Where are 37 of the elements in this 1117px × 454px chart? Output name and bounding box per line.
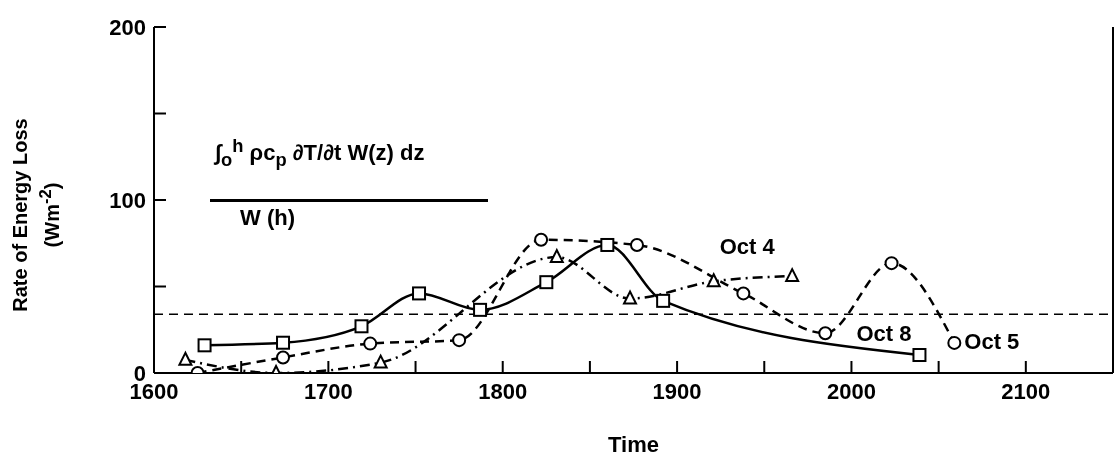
- point: [947, 335, 962, 350]
- point: [549, 249, 564, 264]
- point: [623, 290, 638, 305]
- x-tick-label: 1900: [652, 378, 702, 404]
- point: [473, 302, 488, 317]
- x-tick-label: 2100: [1001, 378, 1051, 404]
- point: [373, 354, 388, 369]
- point: [600, 237, 615, 252]
- point: [276, 335, 291, 350]
- y-tick-label: 200: [109, 14, 146, 40]
- x-tick-label: 1800: [478, 378, 528, 404]
- series-label: Oct 4: [719, 234, 776, 260]
- point: [363, 336, 378, 351]
- annotation: ∫$_{o}$$^{h}$ ρc$_{p}$ ∂T/∂t W(z) dz: [215, 135, 425, 171]
- series-label: Oct 8: [856, 321, 912, 347]
- point: [736, 286, 751, 301]
- point: [197, 338, 212, 353]
- x-axis-title: Time: [608, 432, 659, 454]
- point: [818, 326, 833, 341]
- point: [912, 348, 927, 363]
- point: [656, 293, 671, 308]
- series-label: Oct 5: [964, 328, 1020, 354]
- point: [706, 273, 721, 288]
- point: [629, 237, 644, 252]
- point: [412, 286, 427, 301]
- y-tick-label: 100: [109, 187, 146, 213]
- annotation: W (h): [240, 205, 295, 231]
- point: [276, 350, 291, 365]
- point: [534, 232, 549, 247]
- x-tick-label: 1700: [303, 378, 353, 404]
- point: [785, 268, 800, 283]
- point: [452, 333, 467, 348]
- point: [884, 256, 899, 271]
- point: [178, 351, 193, 366]
- x-tick-label: 2000: [826, 378, 876, 404]
- point: [354, 319, 369, 334]
- point: [539, 275, 554, 290]
